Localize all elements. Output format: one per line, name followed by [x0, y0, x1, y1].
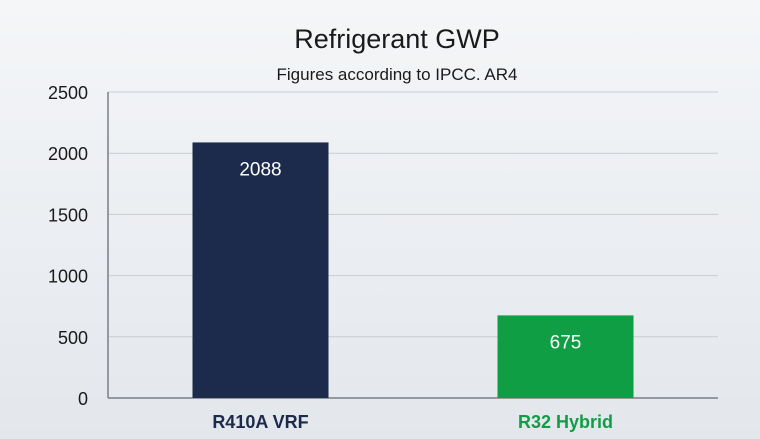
chart-subtitle: Figures according to IPCC. AR4 [277, 65, 518, 84]
y-tick-label: 1500 [48, 205, 88, 225]
data-label: 2088 [239, 159, 281, 180]
y-axis-ticks: 0 500 1000 1500 2000 2500 [48, 83, 88, 409]
x-category-label: R410A VRF [212, 412, 308, 432]
y-tick-label: 1000 [48, 267, 88, 287]
y-tick-label: 500 [58, 328, 88, 348]
y-tick-label: 2000 [48, 144, 88, 164]
y-tick-label: 2500 [48, 83, 88, 103]
y-tick-label: 0 [78, 389, 88, 409]
data-label: 675 [550, 332, 582, 353]
bars: 2088 675 [192, 142, 634, 398]
bar [192, 142, 329, 398]
bar [497, 315, 634, 398]
category-labels: R410A VRF R32 Hybrid [212, 412, 613, 432]
chart-title: Refrigerant GWP [294, 24, 500, 54]
x-category-label: R32 Hybrid [518, 412, 613, 432]
